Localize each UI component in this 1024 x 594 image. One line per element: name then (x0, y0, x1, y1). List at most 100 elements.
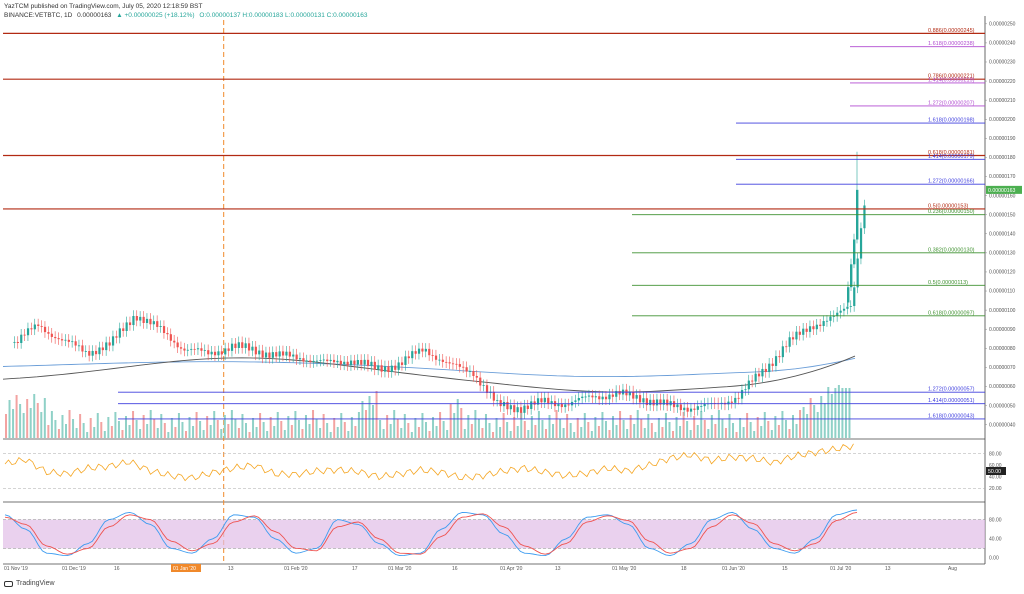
volume-bar (107, 417, 110, 438)
candle-body (30, 328, 33, 330)
volume-bar (566, 414, 569, 438)
volume-bar (601, 412, 604, 438)
candle-body (363, 359, 366, 365)
volume-bar (661, 427, 664, 438)
candle-body (57, 338, 60, 340)
volume-bar (410, 432, 413, 438)
volume-bar (827, 387, 830, 438)
candle-body (339, 360, 342, 365)
volume-bar (732, 423, 735, 438)
publisher-line: YazTCM published on TradingView.com, Jul… (4, 3, 203, 10)
candle-body (499, 400, 502, 407)
volume-bar (654, 432, 657, 438)
candle-body (628, 391, 631, 396)
y-tick-label: 0.00000040 (989, 422, 1016, 428)
volume-bar (117, 421, 120, 438)
volume-bar (329, 432, 332, 438)
candle-body (795, 331, 798, 340)
y-tick-label: 0.00000190 (989, 136, 1016, 142)
candle-body (84, 351, 87, 352)
candle-body (105, 342, 108, 351)
volume-bar (276, 412, 279, 438)
y-tick-label: 0.00000210 (989, 98, 1016, 104)
candle-body (679, 404, 682, 411)
candle-body (217, 351, 220, 356)
volume-bar (760, 426, 763, 438)
candle-body (271, 352, 274, 358)
candle-body (635, 395, 638, 399)
volume-bar (770, 430, 773, 438)
candle-body (431, 355, 434, 357)
volume-bar (442, 421, 445, 438)
candle-body (649, 399, 652, 406)
candle-body (169, 334, 172, 341)
volume-bar (188, 417, 191, 438)
candle-body (312, 360, 315, 363)
volume-bar (220, 429, 223, 438)
volume-bar (259, 413, 262, 438)
x-tick-label: 18 (681, 566, 687, 572)
candle-body (850, 264, 853, 288)
volume-bar (707, 429, 710, 438)
volume-bar (573, 432, 576, 438)
volume-bar (608, 430, 611, 438)
volume-bar (597, 426, 600, 438)
volume-bar (5, 414, 7, 438)
candle-body (71, 341, 74, 343)
rsi-tick-label: 60.00 (989, 463, 1002, 469)
candle-body (26, 328, 30, 336)
volume-bar (290, 425, 293, 438)
candle-body (550, 401, 553, 404)
volume-bar (414, 418, 417, 438)
volume-bar (816, 412, 819, 438)
y-tick-label: 0.00000080 (989, 346, 1016, 352)
candle-body (771, 363, 774, 366)
volume-bar (541, 420, 544, 438)
candle-body (812, 326, 815, 330)
rsi-tick-label: 40.00 (989, 475, 1002, 481)
candle-body (115, 336, 118, 338)
candle-body (693, 408, 696, 410)
volume-bar (96, 413, 99, 438)
y-tick-label: 0.00000060 (989, 384, 1016, 390)
volume-bar (177, 413, 180, 438)
candle-body (261, 350, 264, 358)
candle-body (404, 356, 407, 365)
candle-body (213, 351, 217, 356)
candle-body (859, 228, 863, 259)
rsi-value-tag (986, 467, 1006, 475)
volume-bar (269, 417, 272, 438)
volume-bar (57, 429, 60, 438)
volume-bar (333, 418, 336, 438)
volume-bar (664, 413, 667, 438)
candle-body (815, 324, 818, 330)
volume-bar (86, 432, 89, 438)
candle-body (156, 321, 159, 327)
volume-bar (266, 431, 269, 438)
candle-body (380, 365, 383, 372)
volume-bar (717, 410, 720, 438)
volume-bar (703, 420, 706, 438)
candle-body (462, 366, 465, 368)
volume-bar (248, 432, 251, 438)
volume-bar (467, 415, 470, 438)
candle-body (479, 377, 482, 386)
candle-body (417, 348, 421, 354)
volume-bar (537, 411, 540, 438)
fib-level-label: 1.272(0.00000057) (928, 387, 975, 393)
candle-body (254, 346, 257, 355)
candle-body (132, 315, 135, 326)
volume-bar (347, 431, 350, 438)
candle-body (281, 351, 285, 356)
candle-body (863, 205, 866, 229)
candle-body (587, 395, 591, 397)
candle-body (581, 396, 584, 399)
candle-body (761, 368, 764, 377)
volume-bar (615, 425, 618, 438)
candle-body (190, 348, 193, 350)
x-tick-label: 13 (555, 566, 561, 572)
candle-body (322, 359, 325, 361)
y-tick-label: 0.00000220 (989, 79, 1016, 85)
candle-body (683, 407, 686, 411)
